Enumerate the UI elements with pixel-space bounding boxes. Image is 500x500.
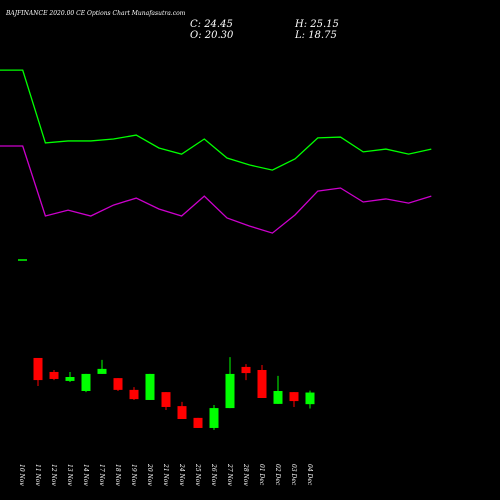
candle-body [193,417,203,428]
line-series [0,145,432,234]
x-tick-label: 03 Dec [290,464,297,486]
x-tick-label: 11 Nov [34,464,41,486]
candle-body [305,392,315,405]
chart-title: BAJFINANCE 2020.00 CE Options Chart Muna… [5,10,186,17]
x-tick-label: 17 Nov [98,464,105,486]
x-tick-label: 28 Nov [242,463,249,486]
candle-body [49,371,59,379]
candle-body [145,373,155,400]
close-label: C: 24.45 [190,19,233,30]
candle-body [81,373,91,391]
x-tick-label: 26 Nov [210,463,217,486]
x-tick-label: 24 Nov [178,463,185,486]
open-label: O: 20.30 [190,30,234,41]
x-tick-label: 01 Dec [258,464,265,486]
x-tick-label: 04 Dec [306,464,313,486]
x-tick-label: 14 Nov [82,464,89,486]
x-tick-label: 18 Nov [114,464,121,486]
candle-body [225,373,235,409]
x-tick-label: 27 Nov [226,463,233,486]
candle-body [65,377,75,381]
x-tick-label: 02 Dec [274,464,281,486]
candle-body [209,408,219,428]
x-tick-label: 13 Nov [66,464,73,486]
candle-body [273,391,283,404]
candle-body [177,406,187,419]
candle-body [129,389,139,400]
x-tick-label: 25 Nov [194,463,201,486]
x-tick-label: 21 Nov [162,463,169,486]
candle-body [289,392,299,402]
candle-body [161,392,171,407]
x-tick-label: 19 Nov [130,464,137,486]
high-label: H: 25.15 [294,19,339,30]
candle-body [33,357,43,381]
line-series [0,69,432,171]
x-tick-label: 20 Nov [146,463,153,486]
x-tick-label: 12 Nov [50,464,57,486]
candle-body [257,370,267,398]
candle-body [241,366,251,374]
low-label: L: 18.75 [294,30,337,41]
candle-body [113,378,123,390]
x-tick-label: 10 Nov [18,464,25,486]
candle-body [97,368,107,374]
